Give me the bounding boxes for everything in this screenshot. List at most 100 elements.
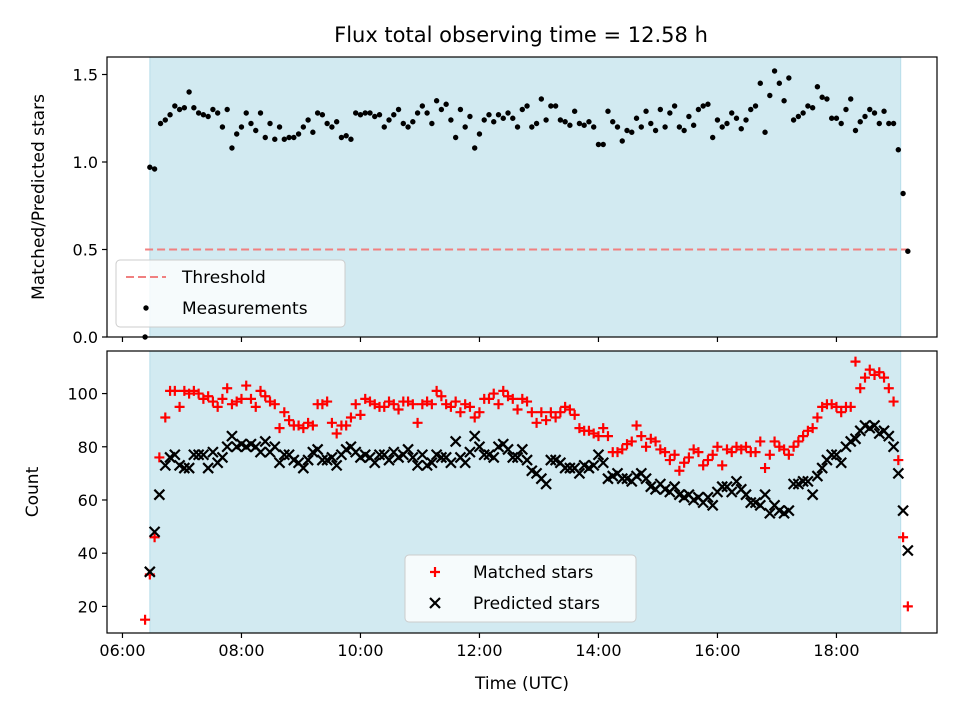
matched-star-point bbox=[679, 457, 690, 468]
bottom-xtick-label: 12:00 bbox=[456, 641, 502, 660]
matched-star-point bbox=[464, 401, 475, 412]
predicted-star-point bbox=[559, 462, 571, 474]
predicted-star-point bbox=[148, 526, 161, 538]
measurement-point bbox=[272, 136, 278, 142]
matched-star-point bbox=[550, 412, 561, 423]
measurement-point bbox=[452, 134, 459, 141]
predicted-star-point bbox=[183, 462, 195, 474]
measurement-point bbox=[571, 108, 578, 114]
matched-star-point bbox=[169, 385, 180, 396]
top-ytick-label: 0.5 bbox=[73, 241, 98, 260]
predicted-star-point bbox=[459, 456, 471, 469]
bottom-ytick-label: 100 bbox=[67, 385, 98, 404]
matched-star-point bbox=[693, 447, 704, 458]
measurement-point bbox=[238, 124, 245, 130]
legend-predicted-label: Predicted stars bbox=[473, 594, 600, 614]
measurement-point bbox=[605, 108, 611, 114]
measurement-point bbox=[257, 110, 264, 116]
measurement-point bbox=[224, 106, 230, 113]
predicted-star-point bbox=[725, 486, 738, 498]
matched-star-point bbox=[683, 452, 694, 463]
measurement-point bbox=[338, 134, 345, 141]
predicted-star-point bbox=[330, 459, 343, 472]
measurement-point bbox=[519, 106, 525, 113]
matched-star-point bbox=[326, 417, 337, 428]
measurement-point bbox=[314, 110, 321, 116]
predicted-star-point bbox=[616, 472, 629, 485]
measurement-point bbox=[486, 112, 492, 118]
predicted-star-point bbox=[706, 499, 719, 512]
measurement-point bbox=[667, 110, 673, 116]
predicted-star-point bbox=[435, 451, 448, 464]
predicted-star-point bbox=[302, 454, 314, 466]
matched-star-point bbox=[140, 614, 151, 625]
matched-star-point bbox=[636, 431, 647, 442]
measurement-point bbox=[586, 119, 592, 125]
matched-star-point bbox=[788, 441, 799, 452]
measurement-point bbox=[514, 124, 521, 130]
bottom-xtick-label: 06:00 bbox=[99, 641, 145, 660]
matched-star-point bbox=[779, 444, 790, 455]
chart-title: Flux total observing time = 12.58 h bbox=[334, 23, 708, 47]
measurement-point bbox=[905, 248, 911, 254]
measurement-point bbox=[481, 117, 487, 123]
matched-star-point bbox=[545, 407, 556, 418]
matched-star-point bbox=[698, 460, 709, 471]
predicted-star-point bbox=[754, 499, 767, 512]
measurement-point bbox=[147, 164, 153, 170]
top-legend: Threshold Measurements bbox=[115, 259, 346, 328]
predicted-star-point bbox=[887, 440, 900, 453]
measurement-point bbox=[824, 96, 830, 102]
matched-star-point bbox=[717, 460, 728, 471]
measurement-point bbox=[657, 106, 664, 113]
predicted-star-point bbox=[226, 430, 238, 442]
measurement-point bbox=[548, 103, 554, 109]
predicted-star-point bbox=[744, 496, 757, 509]
predicted-star-point bbox=[868, 419, 881, 432]
measurement-point bbox=[310, 129, 316, 135]
measurement-point bbox=[762, 129, 768, 135]
matched-star-point bbox=[350, 399, 361, 410]
matched-star-point bbox=[322, 396, 333, 407]
predicted-star-point bbox=[254, 446, 267, 458]
measurement-point bbox=[491, 119, 497, 125]
measurement-point bbox=[833, 115, 840, 121]
legend-box bbox=[404, 554, 637, 623]
measurement-point bbox=[848, 96, 854, 102]
predicted-star-point bbox=[897, 504, 909, 517]
measurement-point bbox=[195, 110, 202, 116]
matched-star-point bbox=[203, 391, 214, 402]
predicted-star-point bbox=[153, 488, 166, 501]
measurement-point bbox=[876, 120, 882, 127]
measurement-point bbox=[733, 115, 740, 121]
measurement-point bbox=[295, 131, 302, 137]
matched-star-point bbox=[345, 412, 356, 423]
measurement-point bbox=[552, 103, 559, 109]
matched-star-point bbox=[850, 356, 861, 367]
bottom-xtick-label: 14:00 bbox=[575, 641, 621, 660]
predicted-star-point bbox=[587, 459, 600, 472]
measurement-point bbox=[234, 131, 240, 137]
matched-star-point bbox=[331, 428, 342, 439]
measurement-point bbox=[186, 89, 192, 95]
measurement-point bbox=[843, 106, 849, 113]
matched-star-point bbox=[879, 372, 890, 383]
measurement-point bbox=[395, 106, 402, 113]
predicted-star-point bbox=[464, 446, 476, 458]
matched-star-point bbox=[555, 407, 566, 418]
measurement-point bbox=[210, 106, 216, 113]
predicted-star-point bbox=[478, 448, 490, 461]
measurement-point bbox=[648, 120, 654, 127]
predicted-star-point bbox=[502, 443, 514, 456]
top-ytick-label: 1.0 bbox=[73, 153, 98, 172]
measurement-point bbox=[705, 101, 711, 107]
matched-star-point bbox=[760, 463, 771, 474]
matched-star-point bbox=[783, 449, 794, 460]
predicted-star-point bbox=[511, 451, 524, 464]
predicted-star-point bbox=[507, 451, 519, 464]
measurement-point bbox=[281, 136, 288, 142]
measurement-point bbox=[357, 112, 364, 118]
bottom-ytick-label: 60 bbox=[78, 491, 98, 510]
predicted-star-point bbox=[326, 451, 338, 464]
matched-star-point bbox=[845, 401, 856, 412]
